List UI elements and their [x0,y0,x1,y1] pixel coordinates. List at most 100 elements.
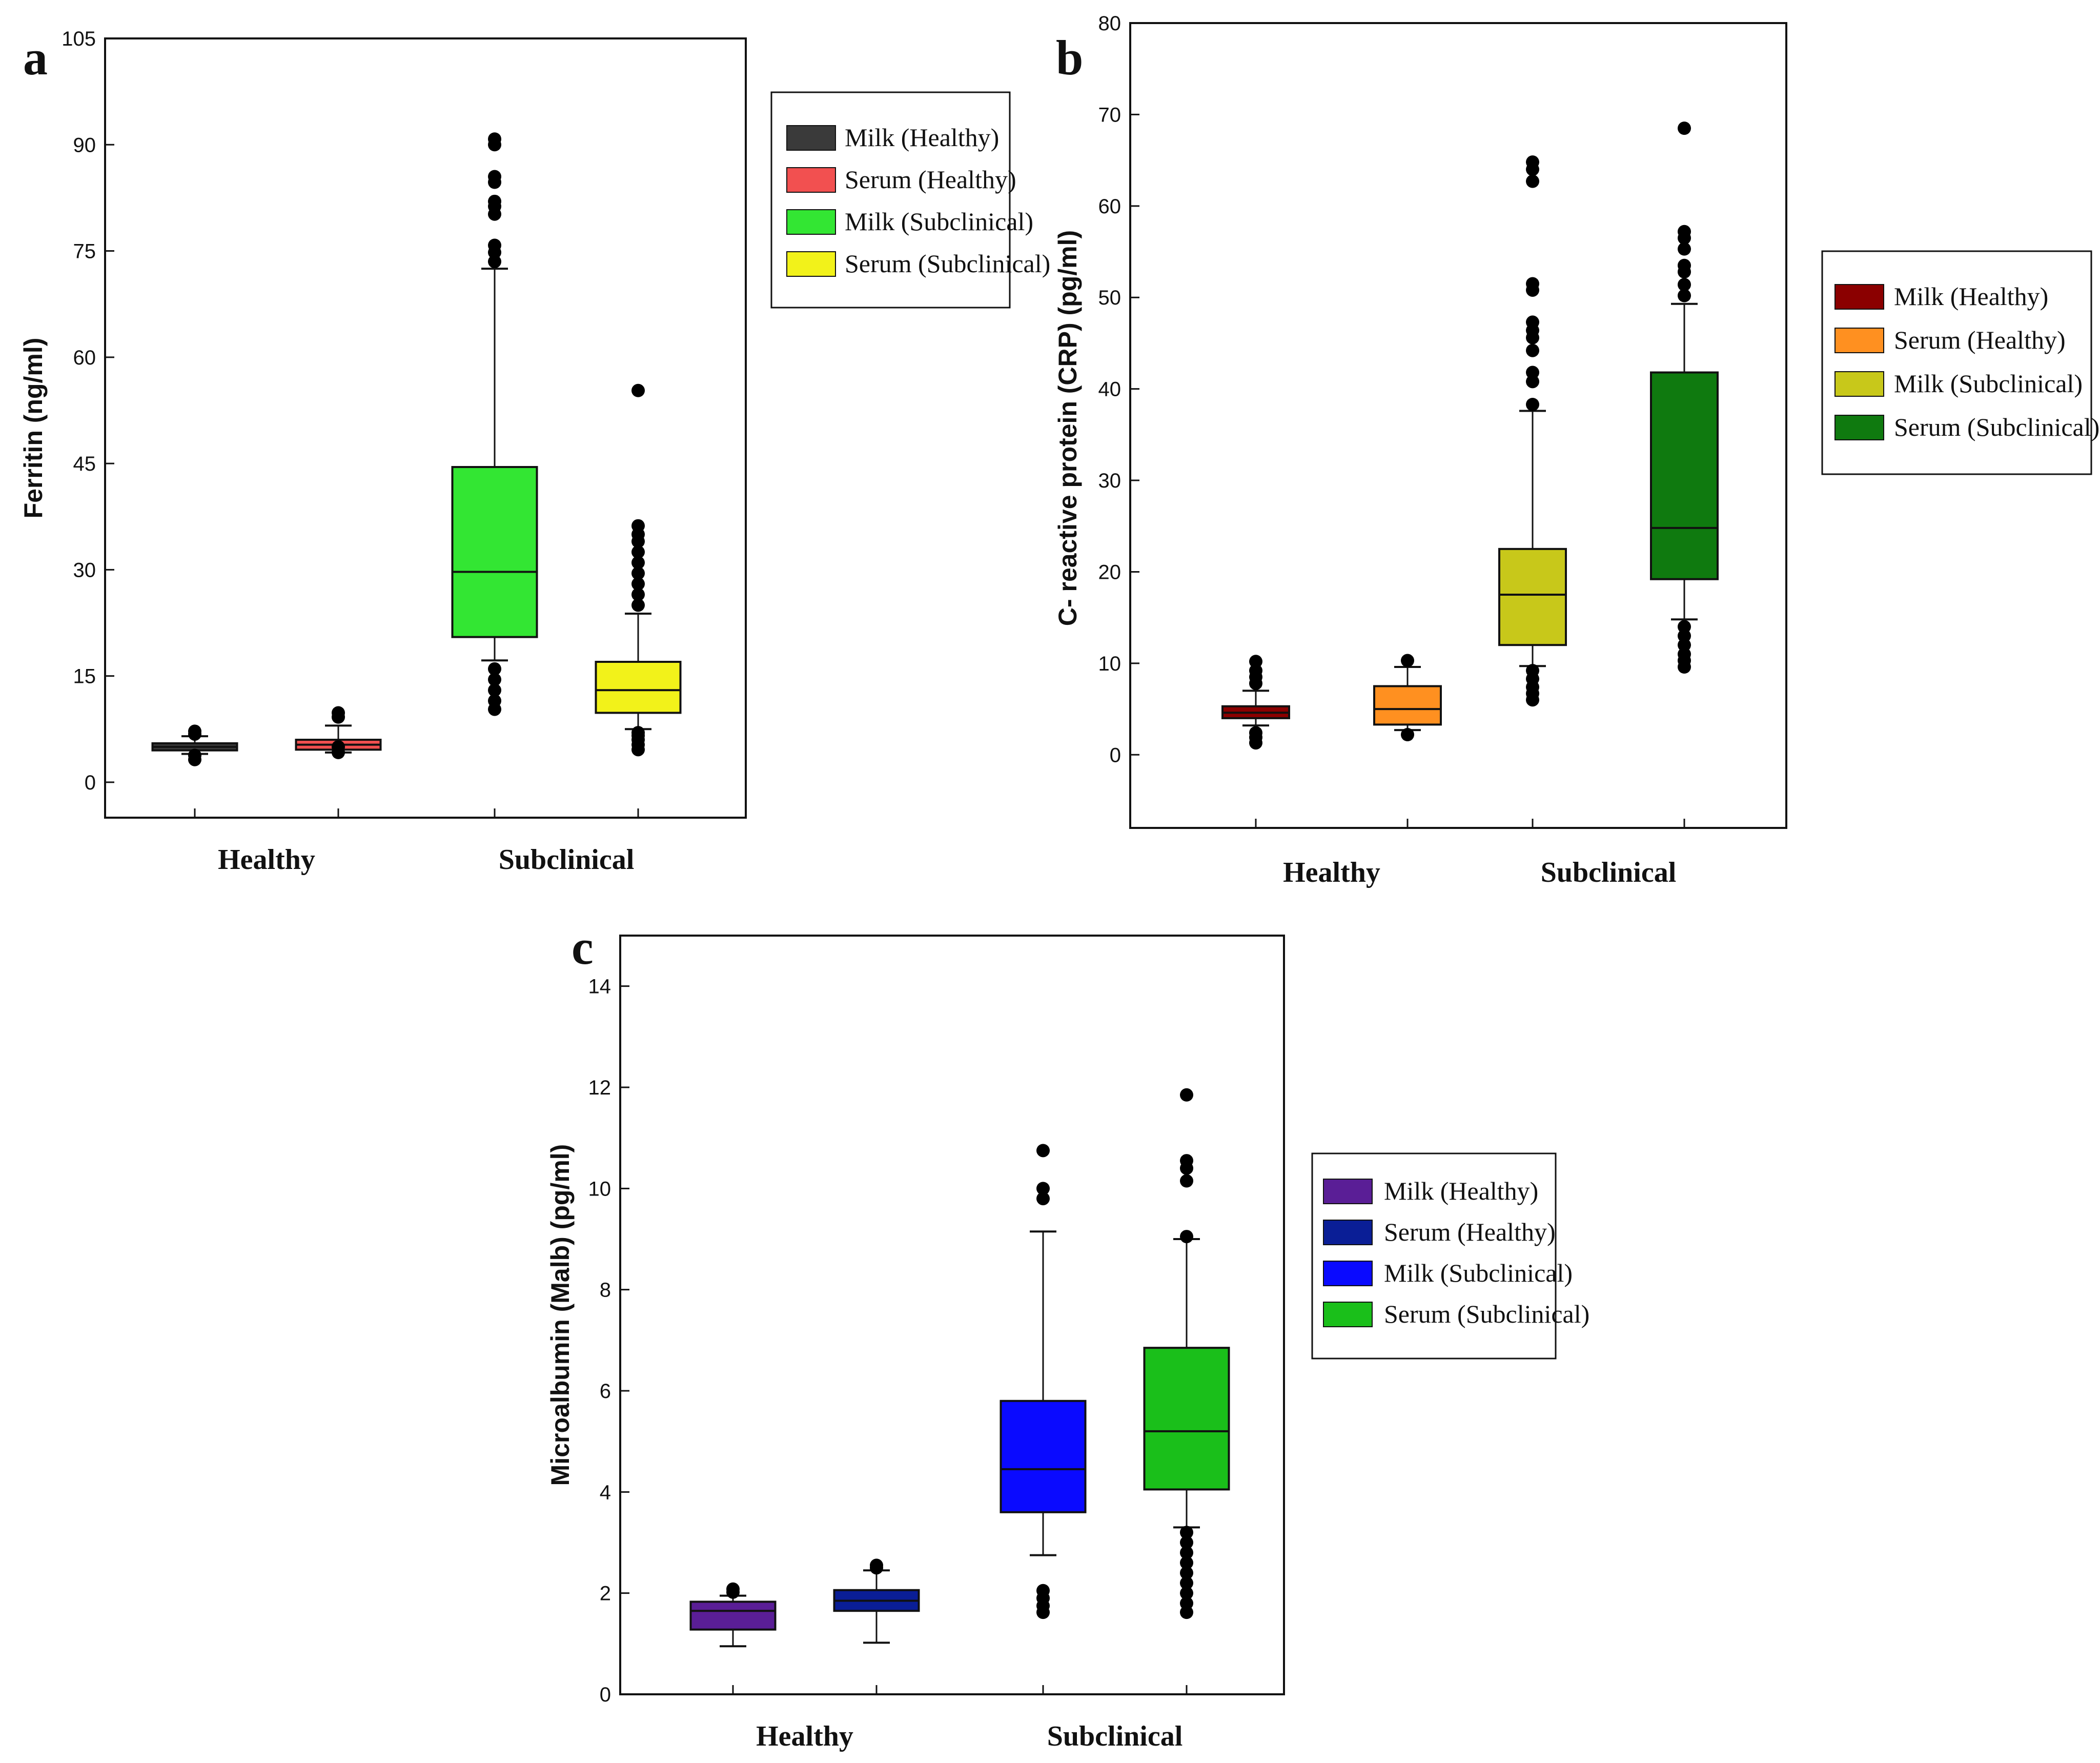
outlier-point [1526,343,1539,357]
box-milk-subclinical [1498,155,1567,707]
outlier-point [1180,1566,1193,1580]
legend-swatch-milk-subclinical [786,209,836,235]
legend-item-milk-healthy: Milk (Healthy) [1894,282,2048,311]
outlier-point [1678,242,1691,256]
y-tick-label: 75 [73,240,96,263]
box-body [451,466,538,638]
plot-frame [1129,22,1787,829]
box-serum-healthy [295,706,382,759]
box-body [1498,548,1567,646]
y-tick-label: 30 [1098,470,1122,492]
y-tick-label: 0 [600,1684,611,1706]
legend-item-serum-healthy: Serum (Healthy) [1384,1218,1556,1246]
box-serum-subclinical [595,383,682,757]
box-milk-healthy [1221,655,1290,750]
legend-item-serum-healthy: Serum (Healthy) [1894,326,2066,354]
outlier-point [631,556,645,570]
outlier-point [631,545,645,559]
panel-b: b 0 10 20 30 40 50 60 70 80 C- reactive protein … [1053,12,2099,888]
box-body [689,1600,777,1631]
box-body [1143,1347,1230,1491]
legend-item-milk-healthy: Milk (Healthy) [1384,1177,1538,1205]
y-axis: 0 10 20 30 40 50 60 70 80 [1098,12,1685,828]
outlier-point [488,170,501,184]
box-plots [1221,121,1719,750]
outlier-point [1678,258,1691,272]
outlier-point [1249,655,1262,668]
legend-swatch-milk-healthy [1323,1179,1373,1204]
outlier-point [1036,1182,1050,1195]
legend: Milk (Healthy) Serum (Healthy) Milk (Sub… [770,91,1050,309]
legend-swatch-milk-healthy [1834,284,1884,310]
y-axis: 0 15 30 45 60 75 90 105 [62,28,639,818]
y-tick-label: 70 [1098,104,1122,126]
y-tick-label: 10 [588,1178,611,1200]
box-body [1373,685,1442,726]
y-tick-label: 4 [600,1481,611,1504]
y-tick-label: 80 [1098,12,1122,35]
y-tick-label: 14 [588,976,611,998]
panel-a: a 0 15 30 45 60 75 90 105 Ferritin (ng/ml) Heal… [19,28,1050,876]
outlier-point [332,706,345,720]
outlier-point [1401,728,1414,742]
outlier-point [488,255,501,269]
legend-swatch-milk-healthy [786,125,836,151]
y-tick-label: 45 [73,453,96,475]
y-tick-label: 15 [73,665,96,688]
y-tick-label: 105 [62,28,96,50]
category-label-subclinical: Subclinical [1541,857,1677,888]
outlier-point [1526,174,1539,188]
outlier-point [1526,375,1539,389]
legend-item-serum-healthy: Serum (Healthy) [845,165,1016,194]
outlier-point [1180,1576,1193,1590]
category-label-healthy: Healthy [1283,857,1380,888]
outlier-point [1678,638,1691,652]
box-milk-healthy [689,1582,777,1648]
legend: Milk (Healthy) Serum (Healthy) Milk (Sub… [1821,250,2099,475]
category-label-healthy: Healthy [218,844,315,876]
y-tick-label: 0 [1110,744,1121,766]
panel-label-b: b [1056,30,1083,85]
plot-frame [619,935,1285,1695]
box-plots [151,132,682,766]
outlier-point [1180,1546,1193,1559]
outlier-point [1180,1154,1193,1168]
y-axis-label: Microalbumin (Malb) (pg/ml) [546,1144,575,1486]
box-plots [689,1088,1230,1648]
legend-swatch-serum-subclinical [1323,1302,1373,1327]
box-milk-subclinical [1000,1144,1087,1619]
outlier-point [1526,397,1539,411]
outlier-point [1678,289,1691,302]
legend-swatch-serum-healthy [786,167,836,193]
legend-swatch-serum-subclinical [1834,415,1884,440]
outlier-point [631,577,645,591]
outlier-point [1180,1556,1193,1570]
outlier-point [870,1558,883,1572]
outlier-point [1526,277,1539,291]
outlier-point [488,238,501,252]
y-axis: 0 2 4 6 8 10 12 14 [588,976,1188,1706]
box-serum-subclinical [1143,1088,1230,1619]
outlier-point [488,673,501,686]
outlier-point [488,683,501,697]
legend-item-milk-healthy: Milk (Healthy) [845,123,999,152]
outlier-point [1249,664,1262,678]
outlier-point [332,740,345,754]
legend-item-milk-subclinical: Milk (Subclinical) [1894,369,2083,398]
y-tick-label: 8 [600,1279,611,1302]
panel-c: c 0 2 4 6 8 10 12 14 Microalbumin (Malb) (pg/ml… [546,920,1589,1752]
y-tick-label: 10 [1098,653,1122,675]
outlier-point [1526,155,1539,169]
outlier-point [1678,225,1691,238]
box-body [595,661,682,714]
box-body [1000,1400,1087,1513]
plot-frame [104,37,747,819]
y-axis-label: Ferritin (ng/ml) [19,338,48,519]
y-axis-label: C- reactive protein (CRP) (pg/ml) [1053,230,1082,626]
legend-item-serum-subclinical: Serum (Subclinical) [845,249,1050,278]
outlier-point [1526,664,1539,678]
outlier-point [726,1582,740,1596]
y-tick-label: 90 [73,134,96,156]
category-label-subclinical: Subclinical [1047,1720,1183,1752]
y-tick-label: 6 [600,1380,611,1403]
